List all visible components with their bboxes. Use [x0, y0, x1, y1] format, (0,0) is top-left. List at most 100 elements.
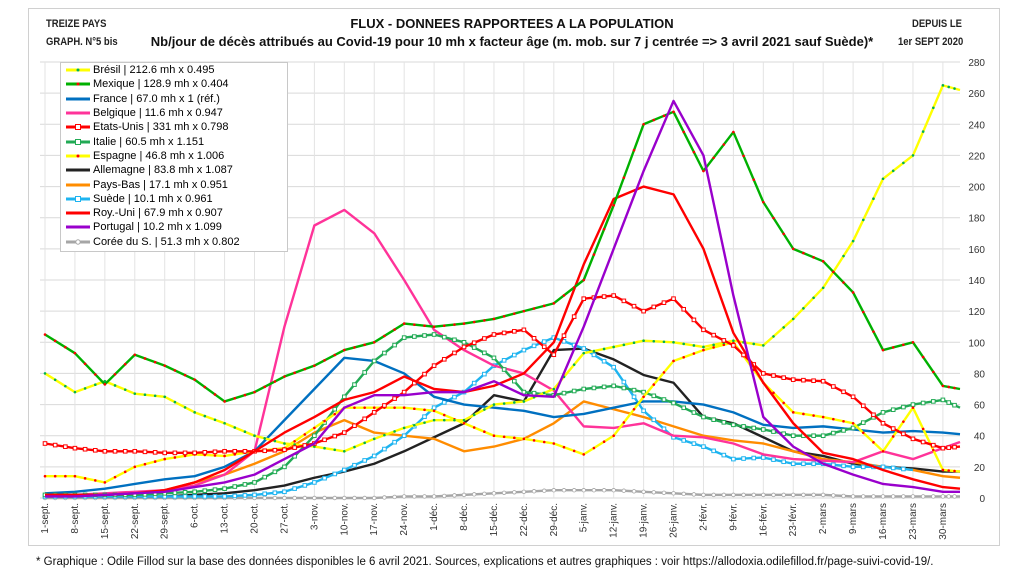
series-marker-corée-du-s: [611, 488, 616, 493]
series-line-suède: [45, 336, 914, 498]
series-marker-italie: [232, 484, 238, 489]
series-marker-mexique: [622, 176, 626, 180]
series-marker-mexique: [372, 340, 376, 344]
header-right-line2: 1er SEPT 2020: [898, 36, 964, 48]
series-marker-etats-unis: [521, 327, 527, 333]
x-tick-label: 8-déc.: [459, 503, 470, 531]
series-marker-mexique: [672, 110, 675, 114]
series-marker-corée-du-s: [292, 495, 297, 501]
series-marker-italie: [422, 333, 427, 338]
series-marker-brésil: [103, 379, 107, 383]
series-marker-brésil: [861, 218, 865, 222]
series-marker-italie: [771, 429, 776, 434]
series-marker-suède: [262, 491, 267, 497]
series-marker-brésil: [513, 401, 516, 404]
legend-item: Allemagne | 83.8 mh x 1.087: [61, 163, 287, 177]
series-marker-brésil: [432, 418, 436, 422]
series-marker-suède: [521, 347, 527, 353]
series-marker-espagne: [492, 434, 496, 438]
series-marker-etats-unis: [341, 430, 347, 435]
series-line-italie: [45, 333, 961, 497]
series-marker-suède: [222, 494, 227, 499]
series-marker-espagne: [947, 469, 951, 472]
series-marker-suède: [651, 417, 657, 423]
series-marker-brésil: [183, 406, 187, 409]
series-marker-corée-du-s: [931, 494, 936, 499]
series-marker-etats-unis: [880, 420, 886, 426]
series-marker-corée-du-s: [801, 492, 806, 498]
legend-swatch: [66, 195, 90, 202]
series-marker-mexique: [73, 351, 77, 355]
series-marker-brésil: [73, 390, 77, 394]
series-marker-suède: [721, 452, 727, 458]
series-marker-mexique: [682, 130, 686, 134]
legend-swatch: [66, 68, 90, 72]
series-marker-corée-du-s: [272, 495, 278, 501]
series-marker-mexique: [632, 148, 636, 152]
y-tick-label: 120: [968, 307, 985, 318]
series-marker-etats-unis: [512, 329, 517, 334]
series-marker-suède: [681, 438, 687, 443]
series-marker-mexique: [253, 390, 256, 394]
series-marker-italie: [910, 402, 916, 407]
series-marker-corée-du-s: [352, 495, 357, 501]
series-marker-mexique: [552, 302, 556, 305]
series-marker-espagne: [632, 407, 636, 411]
series-marker-mexique: [163, 364, 167, 367]
y-tick-label: 180: [968, 214, 985, 225]
y-tick-label: 80: [974, 369, 986, 380]
series-marker-espagne: [932, 448, 935, 452]
series-marker-italie: [831, 430, 836, 436]
series-marker-espagne: [73, 474, 77, 478]
series-marker-brésil: [902, 161, 905, 165]
legend-item: Belgique | 11.6 mh x 0.947: [61, 106, 287, 120]
series-marker-etats-unis: [122, 448, 128, 454]
series-marker-suède: [441, 400, 447, 405]
header-left-line1: TREIZE PAYS: [46, 18, 107, 30]
series-marker-espagne: [502, 435, 506, 439]
series-marker-italie: [482, 350, 487, 356]
x-tick-label: 22-déc.: [519, 503, 530, 536]
series-marker-suède: [790, 461, 796, 467]
series-marker-mexique: [313, 364, 316, 367]
series-marker-suède: [322, 475, 327, 481]
series-marker-espagne: [821, 415, 825, 419]
series-marker-brésil: [173, 400, 177, 404]
series-marker-italie: [412, 334, 417, 339]
series-marker-etats-unis: [441, 356, 447, 362]
series-marker-corée-du-s: [362, 495, 367, 501]
series-marker-corée-du-s: [571, 488, 577, 493]
series-marker-espagne: [303, 433, 307, 436]
series-marker-suède: [471, 380, 477, 386]
series-marker-espagne: [872, 441, 875, 444]
series-marker-brésil: [772, 335, 775, 338]
series-marker-espagne: [323, 419, 326, 423]
series-marker-corée-du-s: [910, 494, 916, 499]
series-marker-italie: [461, 339, 467, 345]
series-marker-italie: [242, 482, 248, 487]
chart-title: FLUX - DONNEES RAPPORTEES A LA POPULATIO…: [350, 16, 674, 31]
series-marker-mexique: [791, 247, 795, 251]
series-marker-espagne: [712, 346, 715, 349]
series-marker-mexique: [492, 317, 496, 321]
series-marker-etats-unis: [401, 389, 407, 395]
legend-item: Corée du S. | 51.3 mh x 0.802: [61, 235, 287, 249]
y-tick-label: 200: [968, 183, 985, 194]
series-marker-corée-du-s: [811, 492, 816, 498]
series-marker-suède: [811, 461, 816, 467]
series-marker-brésil: [821, 286, 825, 290]
y-tick-label: 60: [974, 401, 986, 412]
series-marker-italie: [352, 382, 357, 387]
series-marker-espagne: [293, 439, 296, 443]
series-marker-italie: [282, 464, 287, 470]
series-marker-mexique: [53, 339, 57, 343]
series-marker-mexique: [442, 324, 446, 327]
legend-item: Portugal | 10.2 mh x 1.099: [61, 220, 287, 234]
series-marker-mexique: [532, 307, 536, 310]
x-tick-label: 9-mars: [848, 503, 859, 534]
legend-item: Roy.-Uni | 67.9 mh x 0.907: [61, 206, 287, 220]
series-marker-espagne: [881, 449, 885, 453]
series-marker-etats-unis: [611, 293, 616, 298]
series-marker-etats-unis: [541, 344, 547, 350]
legend-swatch: [66, 225, 90, 229]
